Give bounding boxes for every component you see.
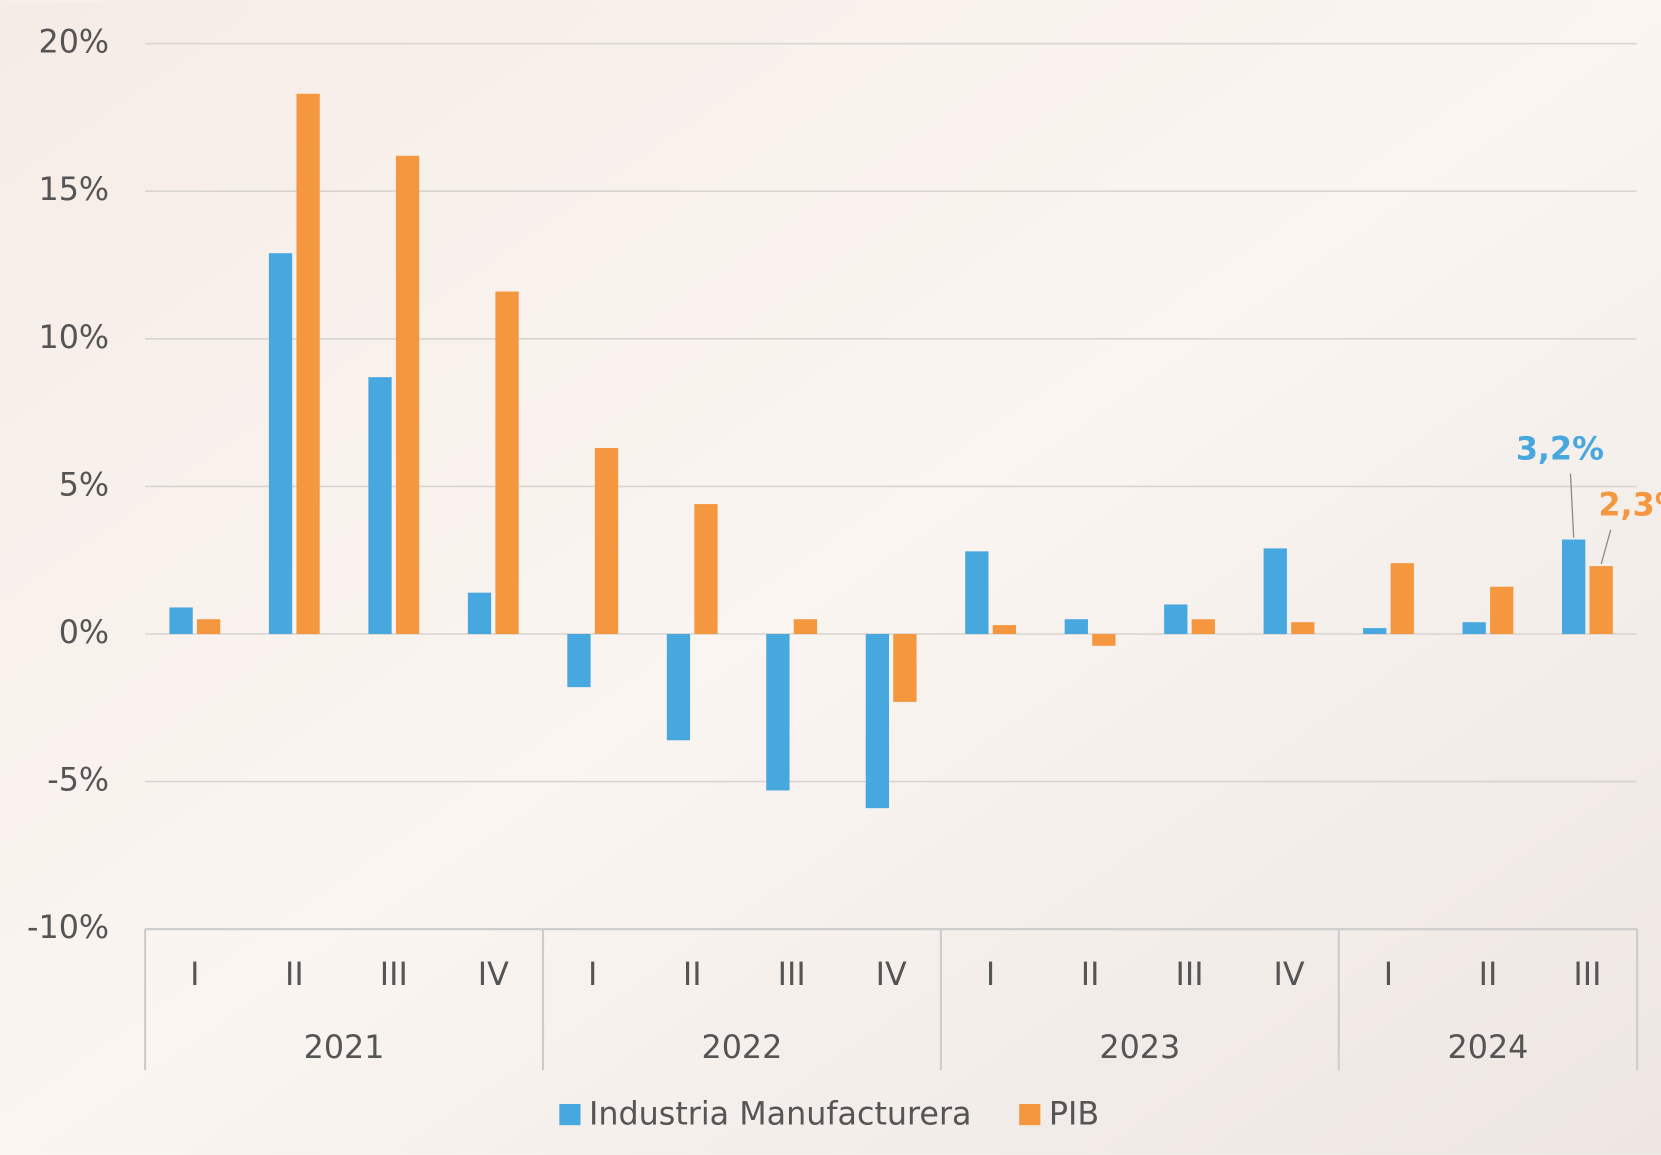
bar <box>395 155 420 634</box>
x-tick-label: IV <box>478 957 509 993</box>
y-tick-label: 0% <box>59 615 109 651</box>
bar <box>893 633 917 702</box>
x-tick-label: IV <box>876 957 907 993</box>
bar <box>1064 619 1088 634</box>
bar <box>1191 619 1215 634</box>
x-tick-label: I <box>986 957 995 993</box>
bar <box>1164 604 1188 634</box>
bar <box>1263 548 1287 634</box>
x-tick-label: III <box>1175 957 1203 993</box>
bar <box>196 619 221 634</box>
x-tick-label: II <box>1081 957 1100 993</box>
bar <box>1462 622 1486 634</box>
x-tick-label: II <box>1479 957 1498 993</box>
y-tick-label: 20% <box>38 25 109 61</box>
group-label: 2024 <box>1448 1030 1529 1066</box>
bar <box>793 619 818 634</box>
bar <box>1562 539 1586 634</box>
group-label: 2021 <box>304 1030 385 1066</box>
bar <box>169 607 193 634</box>
y-tick-label: 10% <box>38 320 109 356</box>
x-tick-label: I <box>588 957 597 993</box>
bar <box>495 291 519 634</box>
bar <box>594 448 619 634</box>
bar <box>1363 628 1387 634</box>
legend-label: Industria Manufacturera <box>589 1097 972 1133</box>
legend-swatch <box>559 1103 581 1126</box>
group-label: 2022 <box>702 1030 783 1066</box>
data-label: 2,3% <box>1598 488 1661 524</box>
bar <box>1490 586 1514 634</box>
bar <box>965 551 989 634</box>
bar <box>1390 563 1414 634</box>
leader-line <box>1600 529 1612 565</box>
y-tick-label: -10% <box>27 910 109 946</box>
bar <box>992 625 1017 634</box>
x-tick-label: III <box>380 957 408 993</box>
x-tick-label: III <box>778 957 806 993</box>
x-tick-label: I <box>1384 957 1393 993</box>
y-tick-label: 15% <box>38 172 109 208</box>
bar <box>268 253 293 634</box>
bar <box>368 377 392 634</box>
x-tick-label: I <box>190 957 199 993</box>
bar <box>1291 622 1315 634</box>
x-tick-label: II <box>683 957 702 993</box>
legend-label: PIB <box>1049 1097 1099 1133</box>
bar <box>467 592 492 634</box>
y-tick-label: -5% <box>47 763 109 799</box>
x-tick-label: II <box>285 957 304 993</box>
y-tick-label: 5% <box>59 467 109 503</box>
bar <box>666 633 691 741</box>
data-label: 3,2% <box>1516 431 1604 467</box>
bar <box>1092 633 1116 646</box>
x-tick-label: IV <box>1273 957 1304 993</box>
legend-swatch <box>1019 1103 1041 1126</box>
x-tick-label: III <box>1573 957 1601 993</box>
bar <box>567 633 591 688</box>
bar <box>296 93 320 634</box>
bar <box>694 504 718 634</box>
group-label: 2023 <box>1099 1030 1180 1066</box>
bar <box>766 633 790 791</box>
leader-line <box>1569 473 1575 538</box>
bar <box>865 633 890 809</box>
bar <box>1589 566 1613 634</box>
